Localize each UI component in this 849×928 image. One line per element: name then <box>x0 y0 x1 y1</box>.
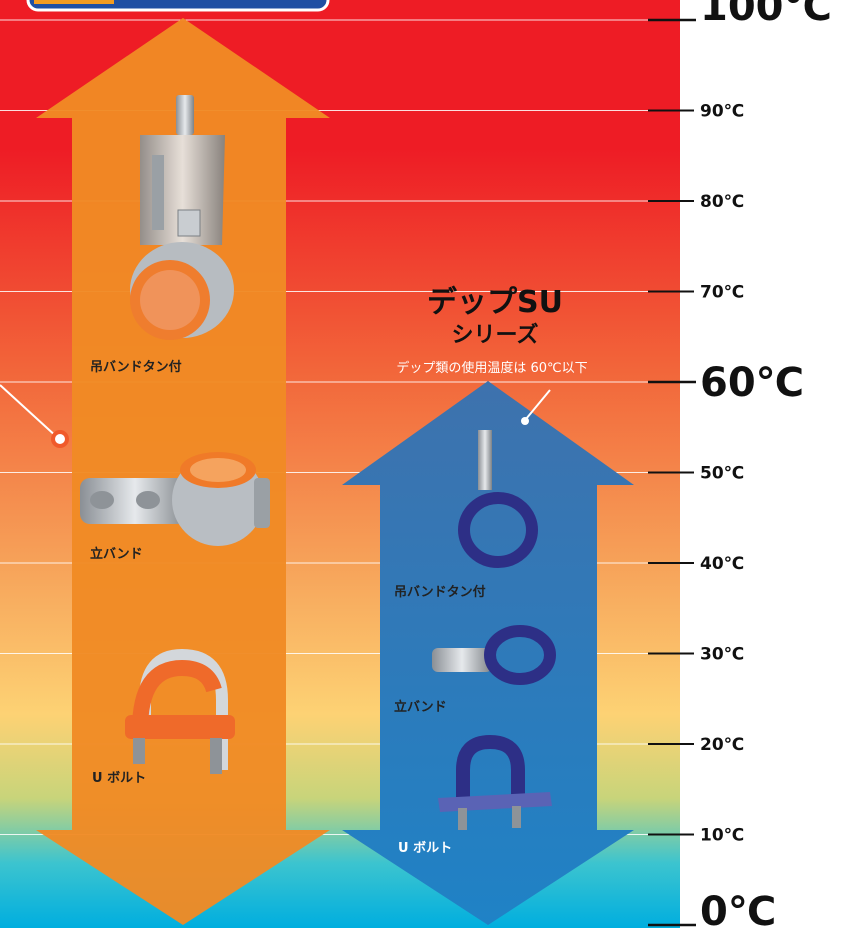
temperature-scale: 100℃ 90℃ 80℃ 70℃ 60℃ 50℃ 40℃ 30℃ 20℃ 10℃ 0℃ <box>648 0 832 928</box>
scale-label-30: 30℃ <box>700 645 744 665</box>
scale-label-60: 60℃ <box>700 360 804 406</box>
standard-product-label-2: 立バンド <box>90 546 143 562</box>
scale-label-40: 40℃ <box>700 554 744 574</box>
scale-label-70: 70℃ <box>700 283 744 303</box>
dip-u-bolt-image <box>438 734 552 830</box>
dip-hanger-band-image <box>458 430 538 568</box>
scale-label-90: 90℃ <box>700 102 744 122</box>
brand-logo <box>26 0 330 12</box>
scale-label-0: 0℃ <box>700 889 776 928</box>
dip-su-note: デップ類の使用温度は 60℃以下 <box>396 360 587 376</box>
scale-label-50: 50℃ <box>700 464 744 484</box>
dip-su-subtitle: シリーズ <box>452 322 539 348</box>
scale-label-80: 80℃ <box>700 192 744 212</box>
scale-label-20: 20℃ <box>700 735 744 755</box>
dip-riser-band-image <box>432 625 556 685</box>
dip-product-label-2: 立バンド <box>394 699 447 715</box>
standard-product-label-1: 吊バンドタン付 <box>90 359 182 375</box>
scale-label-10: 10℃ <box>700 826 744 846</box>
u-bolt-image <box>125 648 235 774</box>
dip-product-label-1: 吊バンドタン付 <box>394 584 486 600</box>
standard-product-label-3: U ボルト <box>92 770 146 786</box>
hanger-band-with-tongue-image <box>130 95 234 340</box>
dip-product-label-3: U ボルト <box>398 840 452 856</box>
scale-label-100: 100℃ <box>700 0 832 30</box>
riser-band-image <box>80 452 270 546</box>
callout-pointer-right <box>521 389 551 425</box>
callout-pointer-left <box>0 384 69 448</box>
dip-su-title: デップSU <box>427 285 563 320</box>
